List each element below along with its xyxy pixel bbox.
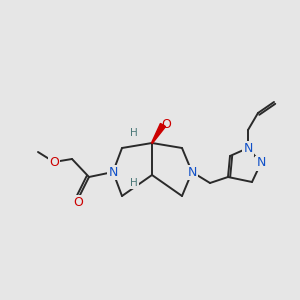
Text: H: H: [130, 178, 138, 188]
Text: H: H: [130, 128, 138, 138]
Text: O: O: [161, 118, 171, 131]
Text: N: N: [108, 166, 118, 178]
Text: N: N: [243, 142, 253, 154]
Polygon shape: [152, 123, 166, 143]
Text: N: N: [256, 157, 266, 169]
Text: N: N: [187, 166, 197, 178]
Text: O: O: [73, 196, 83, 208]
Text: O: O: [49, 155, 59, 169]
